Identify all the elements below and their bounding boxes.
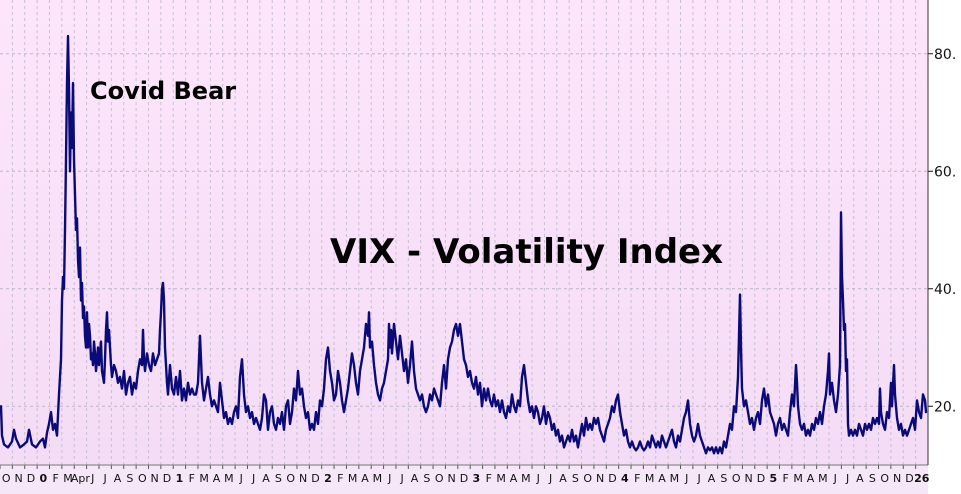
x-month-label: M (199, 472, 209, 485)
x-month-label: J (845, 472, 849, 485)
x-month-label: D (460, 472, 468, 485)
x-month-label: A (559, 472, 567, 485)
x-year-label: 2 (324, 472, 332, 485)
x-month-label: J (251, 472, 255, 485)
x-month-label: D (757, 472, 765, 485)
plot-background (0, 0, 928, 465)
x-month-label: O (583, 472, 592, 485)
x-month-label: S (126, 472, 133, 485)
x-month-label: J (103, 472, 107, 485)
x-month-label: O (880, 472, 889, 485)
x-month-label: O (138, 472, 147, 485)
x-month-label: A (658, 472, 666, 485)
x-month-label: N (744, 472, 752, 485)
y-tick-label: 40. (934, 282, 956, 298)
x-month-label: J (696, 472, 700, 485)
x-month-label: O (286, 472, 295, 485)
y-tick-label: 20. (934, 399, 956, 415)
x-month-label: M (63, 472, 73, 485)
series-layer (0, 34, 928, 455)
x-month-label: A (411, 472, 419, 485)
x-month-label: D (27, 472, 35, 485)
x-month-label: F (486, 472, 492, 485)
x-month-label: A (361, 472, 369, 485)
x-year-label: 4 (621, 472, 629, 485)
x-month-label: M (348, 472, 358, 485)
x-year-label: 26 (914, 472, 930, 485)
x-month-label: O (732, 472, 741, 485)
x-month-label: J (400, 472, 404, 485)
x-month-label: A (708, 472, 716, 485)
x-month-label: A (856, 472, 864, 485)
x-month-label: A (807, 472, 815, 485)
x-year-label: 3 (473, 472, 481, 485)
x-month-label: O (435, 472, 444, 485)
right-axis-background (928, 0, 961, 494)
x-month-label: M (645, 472, 655, 485)
x-month-label: A (262, 472, 270, 485)
x-month-label: M (670, 472, 680, 485)
x-month-label: S (720, 472, 727, 485)
x-month-label: M (818, 472, 828, 485)
y-axis: 20. 40. 60. 80. (927, 0, 956, 465)
x-month-label: M (793, 472, 803, 485)
x-year-label: 0 (39, 472, 47, 485)
x-month-label: F (53, 472, 59, 485)
x-year-label: 5 (770, 472, 778, 485)
x-month-label: A (213, 472, 221, 485)
x-month-label: D (311, 472, 319, 485)
annotation-vix-title: VIX - Volatility Index (330, 232, 723, 272)
x-month-label: S (275, 472, 282, 485)
annotations: Covid Bear VIX - Volatility Index (90, 77, 723, 272)
x-month-label: N (299, 472, 307, 485)
y-tick-label: 80. (934, 47, 956, 63)
x-month-label: A (510, 472, 518, 485)
x-month-label: D (608, 472, 616, 485)
x-month-label: J (833, 472, 837, 485)
x-month-label: M (496, 472, 506, 485)
x-month-label: F (634, 472, 640, 485)
x-month-label: J (684, 472, 688, 485)
x-month-label: N (151, 472, 159, 485)
x-month-label: J (90, 472, 94, 485)
x-month-label: J (239, 472, 243, 485)
vix-series-line (0, 34, 928, 455)
x-month-label: A (114, 472, 122, 485)
x-month-label: J (536, 472, 540, 485)
annotation-covid-bear: Covid Bear (90, 77, 236, 105)
x-month-label: F (189, 472, 195, 485)
y-tick-label: 60. (934, 164, 956, 180)
x-month-label: N (14, 472, 22, 485)
x-month-label: S (423, 472, 430, 485)
x-month-label: J (548, 472, 552, 485)
x-month-label: N (448, 472, 456, 485)
x-month-label: D (905, 472, 913, 485)
x-month-label: F (337, 472, 343, 485)
x-month-label: O (2, 472, 11, 485)
x-month-label: M (373, 472, 383, 485)
x-month-label: S (869, 472, 876, 485)
x-month-label: D (163, 472, 171, 485)
x-month-label: F (783, 472, 789, 485)
x-year-label: 1 (176, 472, 184, 485)
grid-lines (0, 0, 928, 465)
x-month-label: N (596, 472, 604, 485)
x-month-label: M (521, 472, 531, 485)
x-month-label: M (224, 472, 234, 485)
bottom-axis-background (0, 465, 928, 494)
x-month-label: N (893, 472, 901, 485)
x-month-label: Apr (71, 472, 91, 485)
x-month-label: J (387, 472, 391, 485)
x-month-label: S (572, 472, 579, 485)
